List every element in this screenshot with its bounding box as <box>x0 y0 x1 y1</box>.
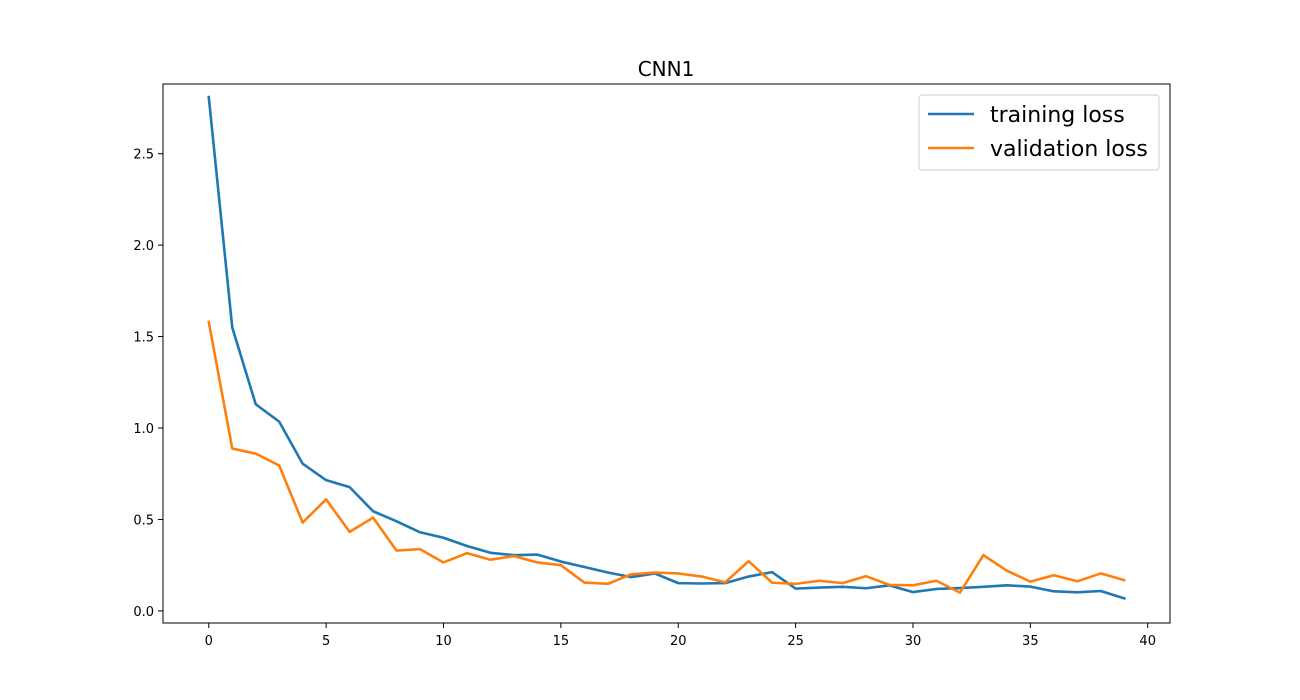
y-tick-label: 1.0 <box>133 422 154 437</box>
plot-frame <box>162 83 1171 624</box>
legend-label-1: validation loss <box>990 137 1148 162</box>
y-tick-label: 1.5 <box>133 331 154 346</box>
chart-title: CNN1 <box>638 57 695 81</box>
x-tick-label: 35 <box>1022 634 1039 649</box>
series-layer <box>207 95 1126 600</box>
legend-box <box>918 94 1160 171</box>
y-tick-label: 2.5 <box>133 148 154 163</box>
x-tick-label: 10 <box>435 634 452 649</box>
y-tick-label: 2.0 <box>133 239 154 254</box>
x-tick-label: 20 <box>670 634 687 649</box>
plot-area <box>163 84 1170 623</box>
series-line-1 <box>207 320 1126 594</box>
x-tick-label: 25 <box>787 634 804 649</box>
x-tick-label: 15 <box>553 634 570 649</box>
axis-layer: 0 5 10 15 20 25 30 35 40 0.0 0.5 1.0 1.5 2.0 2.5 <box>133 148 1156 649</box>
series-line-0 <box>207 95 1126 600</box>
y-tick-label: 0.0 <box>133 605 154 620</box>
legend-label-0: training loss <box>990 103 1125 128</box>
x-tick-label: 0 <box>205 634 213 649</box>
legend: training loss validation loss <box>918 94 1160 171</box>
y-tick-label: 0.5 <box>133 513 154 528</box>
x-tick-label: 30 <box>905 634 922 649</box>
x-tick-label: 5 <box>322 634 330 649</box>
x-tick-label: 40 <box>1139 634 1156 649</box>
